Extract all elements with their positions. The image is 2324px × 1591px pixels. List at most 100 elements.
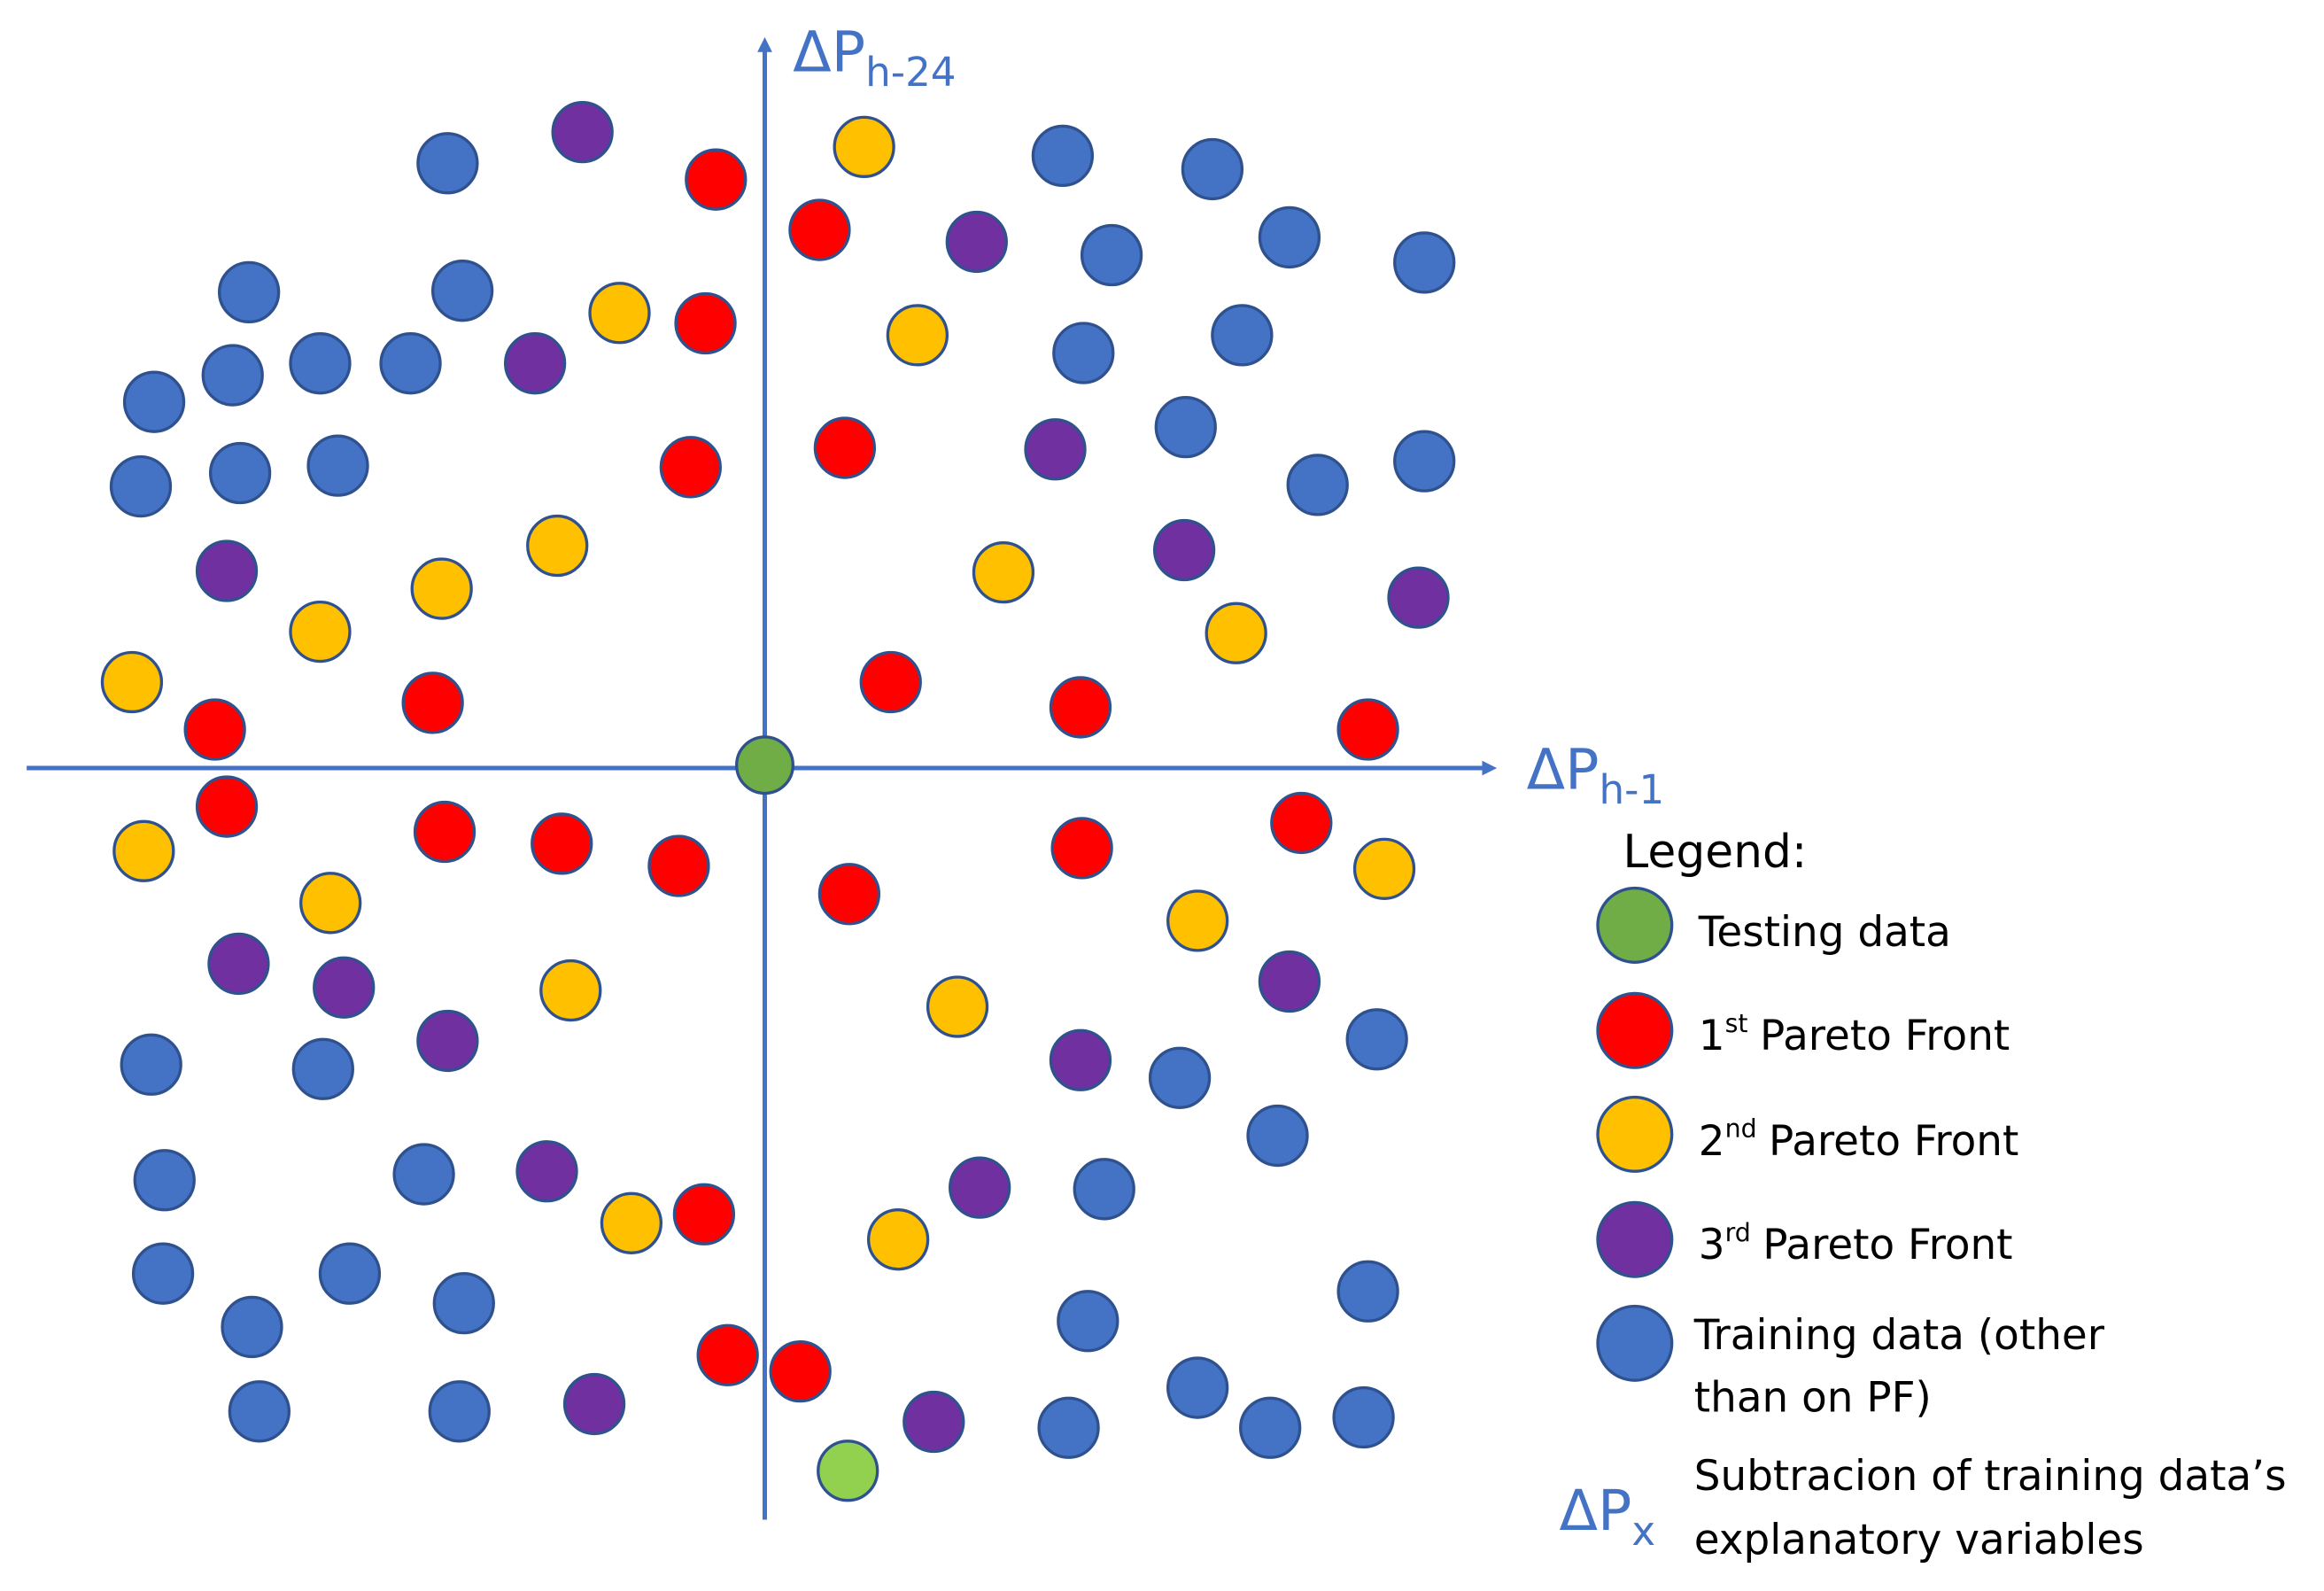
- dot: [902, 1390, 965, 1454]
- dot: [379, 332, 442, 395]
- dot: [313, 956, 376, 1019]
- y-axis-label: ΔPh-24: [793, 19, 956, 97]
- dot: [432, 1272, 495, 1335]
- dot: [972, 541, 1035, 604]
- dot: [221, 1295, 283, 1359]
- dot: [131, 1242, 195, 1305]
- legend-label: Training data (other: [1693, 1312, 2105, 1360]
- dot: [945, 210, 1008, 274]
- legend-swatch: [1596, 1304, 1674, 1382]
- testing-dot: [735, 735, 794, 796]
- dot: [1166, 1356, 1229, 1419]
- dot: [588, 282, 651, 345]
- dot: [1332, 1385, 1395, 1449]
- dot: [1345, 1008, 1408, 1071]
- dot: [696, 1323, 759, 1386]
- dot: [866, 1208, 930, 1271]
- dot: [1286, 454, 1349, 516]
- dot: [112, 819, 175, 882]
- legend-label: Testing data: [1698, 909, 1951, 957]
- dot: [1239, 1396, 1302, 1459]
- dot: [672, 1183, 736, 1246]
- legend-label: 3rd Pareto Front: [1699, 1218, 2013, 1269]
- dot: [195, 539, 259, 602]
- dot: [120, 1033, 182, 1096]
- dot: [526, 514, 589, 578]
- dot: [788, 198, 851, 261]
- dot: [539, 958, 602, 1022]
- dot: [100, 650, 164, 714]
- legend-label: 1st Pareto Front: [1699, 1009, 2010, 1060]
- dot: [1270, 791, 1333, 855]
- legend-swatch: [1596, 991, 1674, 1069]
- dot: [218, 260, 281, 324]
- dot: [1181, 137, 1244, 201]
- dot: [1148, 1046, 1212, 1109]
- legend-swatch: [1596, 1200, 1674, 1278]
- dot: [416, 132, 479, 195]
- dot: [1393, 231, 1456, 294]
- dot: [289, 600, 352, 664]
- dot: [1336, 698, 1399, 761]
- dot: [769, 1340, 832, 1403]
- dot: [122, 370, 186, 433]
- dot: [1037, 1396, 1100, 1459]
- dot: [1024, 418, 1087, 481]
- dot: [306, 434, 369, 497]
- dot: [886, 304, 949, 367]
- dot: [1080, 223, 1143, 287]
- dot: [926, 975, 989, 1038]
- dot: [208, 441, 272, 505]
- dot: [401, 671, 464, 734]
- dot: [1246, 1104, 1309, 1168]
- legend-label: Subtracion of training data’s: [1694, 1453, 2287, 1501]
- dot: [228, 1380, 291, 1443]
- legend-symbol: ΔPx: [1559, 1478, 1655, 1555]
- dot: [133, 1149, 196, 1212]
- legend-label: explanatory variables: [1694, 1517, 2144, 1564]
- dot: [416, 1009, 479, 1073]
- dot: [1154, 396, 1217, 459]
- dot: [410, 557, 473, 620]
- dot: [531, 812, 593, 875]
- dot: [674, 291, 737, 355]
- dot: [647, 834, 710, 897]
- dot: [1049, 1028, 1112, 1091]
- dot: [1166, 889, 1229, 952]
- dot: [551, 100, 614, 164]
- dot: [503, 332, 567, 395]
- dot: [817, 1440, 879, 1502]
- dot: [392, 1143, 455, 1206]
- dot: [1258, 950, 1321, 1013]
- dot: [1073, 1158, 1135, 1221]
- dot: [1031, 124, 1095, 188]
- dot: [299, 872, 362, 935]
- dot: [430, 260, 494, 322]
- dot: [318, 1242, 382, 1305]
- dot: [817, 863, 881, 926]
- dot: [183, 698, 246, 761]
- dot: [1052, 322, 1115, 384]
- dot: [289, 332, 352, 395]
- dot: [291, 1037, 354, 1100]
- dot: [949, 1156, 1011, 1219]
- dot: [1057, 1290, 1119, 1353]
- dot: [659, 436, 722, 499]
- dot: [413, 800, 476, 864]
- x-axis-label: ΔPh-1: [1527, 736, 1665, 813]
- dot: [1211, 304, 1274, 367]
- dot: [1049, 676, 1112, 739]
- dot: [1387, 566, 1450, 629]
- dot: [600, 1191, 663, 1254]
- dot: [515, 1140, 578, 1203]
- dot: [1205, 601, 1267, 664]
- dots: [100, 100, 1456, 1502]
- dot: [1393, 430, 1456, 493]
- dot: [1050, 817, 1113, 880]
- dot: [195, 775, 259, 838]
- legend-label: 2nd Pareto Front: [1699, 1114, 2019, 1166]
- legend-swatch: [1596, 886, 1674, 964]
- dot: [562, 1372, 626, 1436]
- legend-label: than on PF): [1694, 1374, 1932, 1422]
